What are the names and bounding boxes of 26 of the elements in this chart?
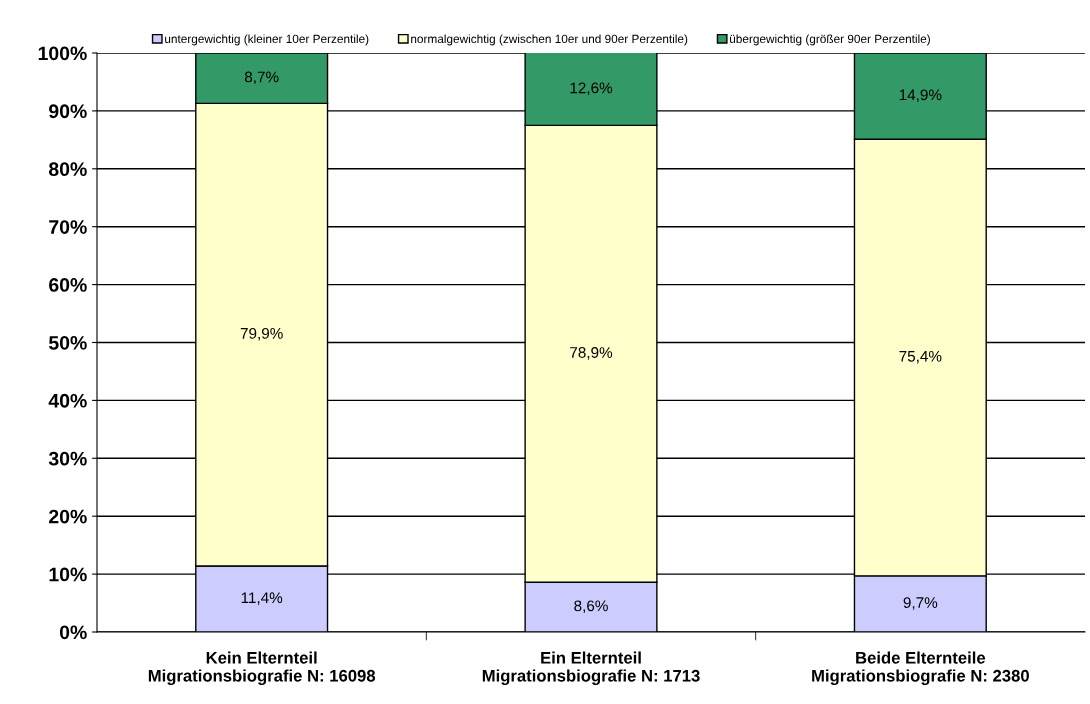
y-tick-label: 100% — [38, 46, 87, 61]
x-tick-label: Beide Elternteile Migrationsbiografie N: 2380 — [812, 651, 1029, 686]
y-tick-label: 90% — [49, 104, 87, 119]
data-label: 79,9% — [240, 327, 283, 341]
y-tick-label: 50% — [48, 335, 87, 350]
y-tick-label: 70% — [49, 220, 87, 234]
y-tick-label: 40% — [48, 393, 87, 408]
x-tick-label: Ein Elternteil Migrationsbiografie N: 1713 — [482, 651, 700, 686]
legend-label: normalgewichtig (zwischen 10er und 90er Perzentile) — [411, 34, 688, 46]
data-label: 75,4% — [899, 350, 942, 364]
y-tick-label: 0% — [59, 625, 87, 640]
legend-label: übergewichtig (größer 90er Perzentile) — [730, 34, 930, 46]
data-label: 11,4% — [241, 592, 283, 605]
data-label: 9,7% — [903, 597, 938, 610]
data-label: 14,9% — [899, 89, 942, 103]
x-tick-label: Kein Elternteil Migrationsbiografie N: 16098 — [148, 651, 376, 686]
y-tick-label: 20% — [49, 509, 87, 524]
y-tick-label: 60% — [49, 278, 87, 292]
y-tick-label: 80% — [48, 162, 87, 177]
data-label: 78,9% — [570, 347, 613, 360]
y-tick-label: 30% — [48, 451, 87, 466]
legend-label: untergewichtig (kleiner 10er Perzentile) — [165, 34, 369, 46]
data-label: 8,6% — [574, 600, 608, 614]
data-label: 8,7% — [244, 71, 279, 85]
y-tick-label: 10% — [49, 567, 87, 582]
data-label: 12,6% — [570, 82, 613, 96]
